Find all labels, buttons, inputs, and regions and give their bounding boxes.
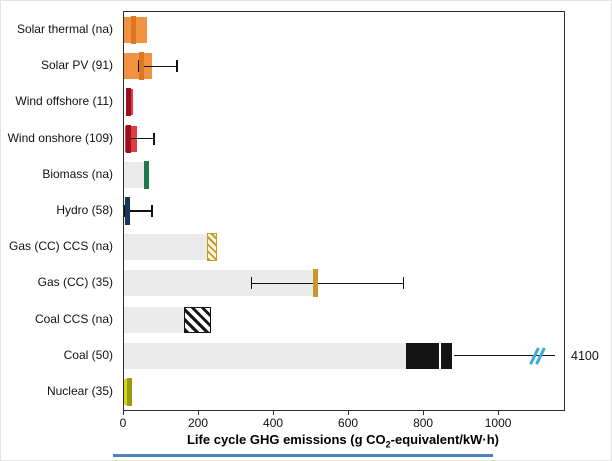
median-marker <box>126 88 132 117</box>
y-axis-label: Gas (CC) (35) <box>37 275 113 290</box>
y-axis-label: Coal CCS (na) <box>34 311 113 326</box>
error-bar-cap <box>402 277 405 290</box>
x-axis-title-text: Life cycle GHG emissions (g CO <box>186 432 386 447</box>
y-axis-label: Nuclear (35) <box>46 383 113 398</box>
median-marker <box>125 197 131 225</box>
x-axis-title-subscript: 2 <box>385 439 391 450</box>
median-marker <box>312 269 318 298</box>
error-bar-line <box>454 354 556 357</box>
y-axis-label: Biomass (na) <box>42 166 113 181</box>
bottom-blue-line <box>113 454 493 457</box>
x-axis-title-text-2: -equivalent/kW·h) <box>390 432 500 447</box>
range-bar <box>124 234 209 261</box>
x-tick-label: 200 <box>188 416 209 430</box>
x-tick-mark <box>198 410 200 415</box>
y-axis-label: Solar PV (91) <box>40 58 113 73</box>
x-tick-label: 400 <box>263 416 284 430</box>
x-axis-ticks: 0 200 400 600 800 1000 <box>119 410 563 436</box>
median-marker <box>144 160 149 189</box>
median-marker <box>130 16 136 45</box>
error-bar-cap <box>176 60 178 73</box>
y-axis-label: Wind offshore (11) <box>15 94 113 109</box>
error-bar-line <box>251 282 404 285</box>
y-axis-label: Gas (CC) CCS (na) <box>8 239 113 254</box>
median-marker <box>207 233 218 262</box>
value-block <box>406 342 452 369</box>
y-axis-label: Solar thermal (na) <box>16 22 113 37</box>
y-axis-label: Hydro (58) <box>56 203 113 217</box>
x-tick-label: 800 <box>413 416 434 430</box>
error-bar-line <box>125 210 153 212</box>
y-axis-label: Coal (50) <box>63 347 113 362</box>
x-tick-mark <box>123 410 124 415</box>
median-marker <box>125 124 131 153</box>
plot-area: 4100 <box>123 11 599 411</box>
x-tick-mark <box>423 410 425 415</box>
range-bar <box>124 306 185 333</box>
error-bar-cap <box>151 205 153 217</box>
x-tick-mark <box>273 410 275 415</box>
error-bar-line <box>128 137 154 140</box>
error-bar-cap <box>124 205 126 217</box>
error-bar-cap <box>250 277 253 290</box>
range-bar <box>124 342 407 369</box>
x-axis-title: Life cycle GHG emissions (g CO2-equivale… <box>123 432 563 450</box>
x-tick-label: 0 <box>119 416 127 430</box>
median-marker <box>127 377 133 406</box>
block-divider <box>439 342 442 369</box>
x-tick-mark <box>498 410 500 415</box>
x-tick-label: 1000 <box>484 416 512 430</box>
x-tick-mark <box>348 410 350 415</box>
error-bar-cap <box>153 132 155 145</box>
error-bar-line <box>139 65 177 68</box>
value-annotation: 4100 <box>571 348 599 363</box>
y-axis-labels: Solar thermal (na) Solar PV (91) Wind offs… <box>1 11 119 409</box>
median-marker <box>138 52 144 81</box>
y-axis-label: Wind onshore (109) <box>7 130 113 145</box>
value-block <box>184 306 212 333</box>
range-bar <box>124 161 146 188</box>
x-tick-label: 600 <box>338 416 359 430</box>
